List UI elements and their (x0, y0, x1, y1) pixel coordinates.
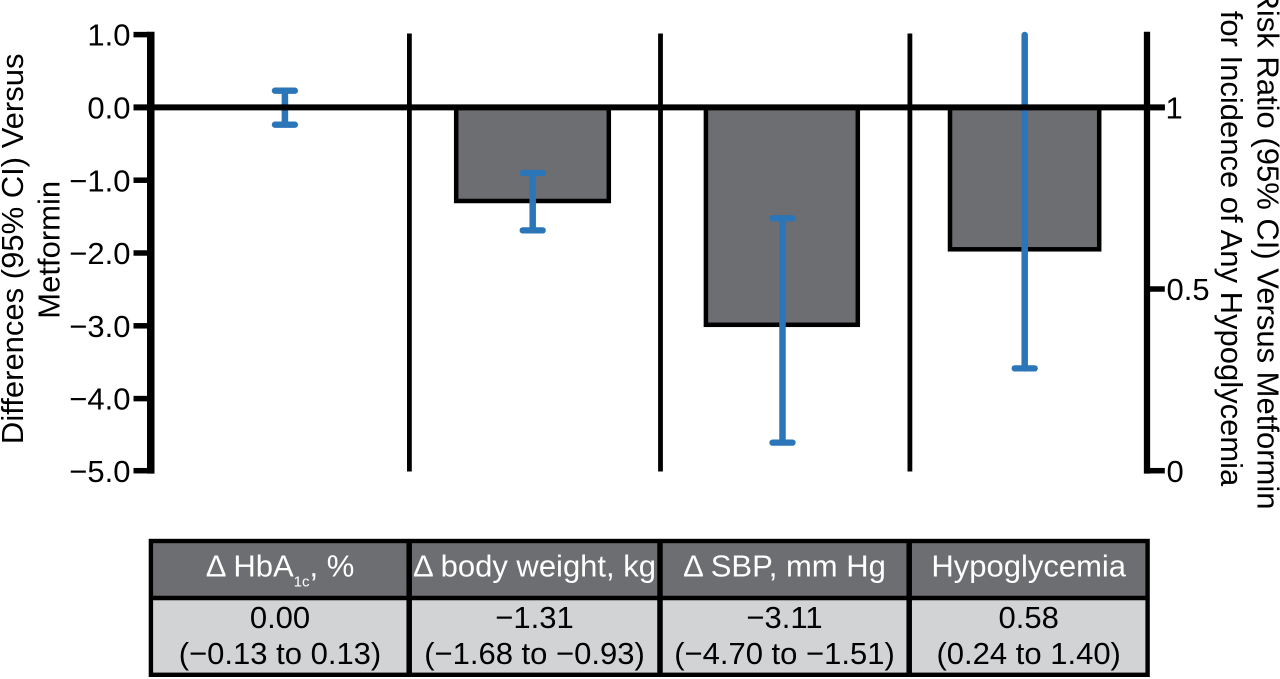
svg-text:Differences (95% CI) Versus: Differences (95% CI) Versus (0, 54, 30, 445)
svg-text:(−0.13 to 0.13): (−0.13 to 0.13) (179, 636, 382, 671)
svg-text:−3.11: −3.11 (746, 600, 822, 635)
svg-text:(−1.68 to −0.93): (−1.68 to −0.93) (424, 636, 645, 671)
svg-text:0: 0 (1167, 454, 1184, 489)
svg-text:−1.31: −1.31 (495, 600, 573, 635)
svg-text:0.0: 0.0 (87, 91, 130, 126)
svg-text:(−4.70 to −1.51): (−4.70 to −1.51) (674, 636, 895, 671)
svg-text:0.5: 0.5 (1167, 272, 1210, 307)
svg-text:for Incidence of Any Hypoglyce: for Incidence of Any Hypoglycemia (1214, 11, 1249, 487)
svg-text:−1.0: −1.0 (69, 163, 130, 198)
svg-text:−4.0: −4.0 (69, 382, 130, 417)
svg-text:0.58: 0.58 (999, 600, 1059, 635)
svg-text:Δ HbA1c, %: Δ HbA1c, % (206, 548, 355, 590)
svg-text:−5.0: −5.0 (69, 454, 130, 489)
svg-text:1: 1 (1166, 91, 1183, 126)
svg-text:1.0: 1.0 (87, 18, 130, 53)
svg-text:0.00: 0.00 (250, 600, 310, 635)
svg-text:(0.24 to 1.40): (0.24 to 1.40) (936, 636, 1120, 671)
svg-text:−2.0: −2.0 (69, 236, 130, 271)
svg-text:−3.0: −3.0 (69, 309, 130, 344)
svg-text:Δ body weight, kg: Δ body weight, kg (413, 548, 656, 583)
svg-text:Risk Ratio (95% CI) Versus Met: Risk Ratio (95% CI) Versus Metformin (1251, 0, 1280, 509)
svg-text:Metformin: Metformin (32, 181, 67, 319)
svg-text:Δ SBP, mm Hg: Δ SBP, mm Hg (683, 548, 886, 583)
svg-text:Hypoglycemia: Hypoglycemia (931, 548, 1126, 583)
